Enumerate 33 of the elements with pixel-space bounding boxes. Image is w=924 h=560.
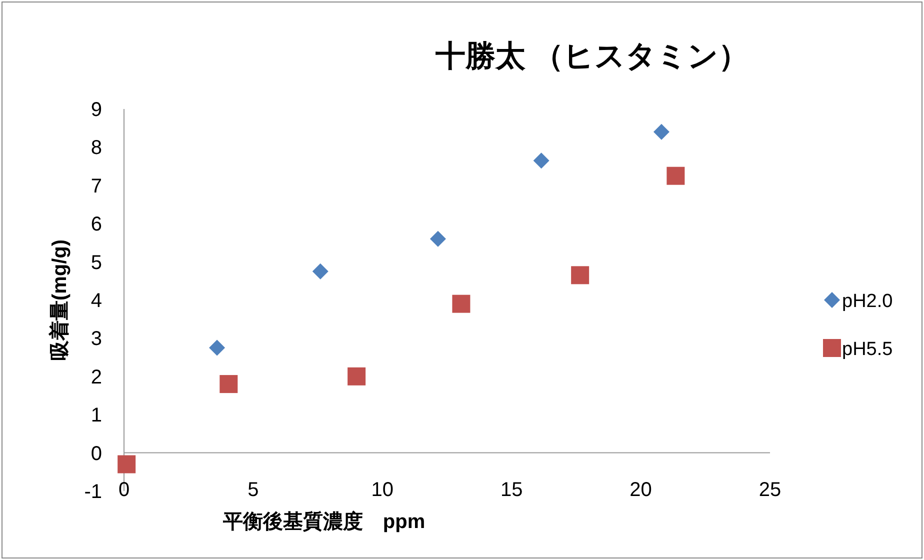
y-tick-label: 9: [90, 99, 102, 121]
y-tick-label: 4: [90, 290, 102, 312]
x-axis-title: 平衡後基質濃度 ppm: [222, 510, 426, 533]
y-tick-label: 0: [90, 442, 102, 465]
x-tick-label: 5: [248, 479, 259, 501]
y-tick-label: -1: [84, 481, 102, 503]
x-tick-label: 20: [630, 479, 652, 501]
y-tick-label: 2: [90, 366, 102, 388]
y-tick-label: 1: [90, 404, 102, 427]
legend-label: pH5.5: [842, 339, 893, 360]
point: [452, 294, 470, 313]
x-tick-label: 25: [758, 479, 782, 501]
x-tick-label: 0: [118, 479, 130, 501]
point: [533, 152, 550, 169]
y-tick-label: 8: [90, 137, 102, 160]
legend-label: pH2.0: [842, 291, 893, 312]
x-tick-label: 10: [371, 479, 394, 501]
point: [430, 230, 446, 247]
chart-title: 十勝太 （ヒスタミン）: [434, 40, 749, 73]
point: [348, 367, 366, 386]
point: [653, 124, 670, 140]
point: [571, 266, 590, 284]
y-tick-label: 6: [90, 214, 102, 236]
point: [209, 340, 226, 356]
x-tick-label: 15: [500, 479, 523, 501]
point: [118, 455, 136, 474]
y-tick-label: 7: [90, 175, 102, 198]
point: [312, 263, 328, 280]
y-axis-title: 吸着量(mg/g): [48, 239, 71, 361]
point: [666, 166, 685, 185]
y-tick-label: 5: [90, 252, 102, 274]
point: [220, 375, 238, 394]
y-tick-label: 3: [90, 328, 102, 350]
